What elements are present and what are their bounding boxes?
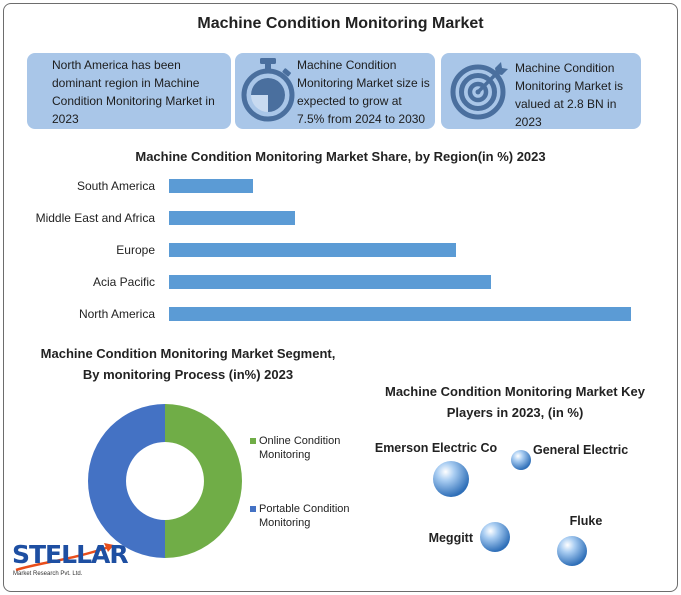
bar-category-label: South America xyxy=(77,179,155,193)
donut-chart-title: Machine Condition Monitoring Market Segm… xyxy=(40,346,336,382)
bar-mark xyxy=(169,211,295,225)
legend-label: Online Condition Monitoring xyxy=(259,435,341,461)
legend-swatch-online xyxy=(250,438,256,444)
info-card-text: Machine Condition Monitoring Market size… xyxy=(297,58,430,126)
region-bar-chart: South America Middle East and Africa Europ… xyxy=(36,179,631,321)
player-bubble xyxy=(433,461,469,497)
player-label: Fluke xyxy=(570,514,603,528)
logo-swoosh-icon xyxy=(15,543,114,572)
player-label: Meggitt xyxy=(429,531,474,545)
legend-swatch-portable xyxy=(250,506,256,512)
info-card-growth: Machine Condition Monitoring Market size… xyxy=(235,53,435,129)
bar-chart-title: Machine Condition Monitoring Market Shar… xyxy=(135,149,546,164)
player-label: General Electric xyxy=(533,443,628,457)
bar-mark xyxy=(169,243,456,257)
info-card-text: North America has been dominant region i… xyxy=(52,58,215,126)
player-bubble xyxy=(557,536,587,566)
key-players-title: Machine Condition Monitoring Market Key … xyxy=(384,384,645,420)
legend-label: Portable Condition Monitoring xyxy=(259,503,350,529)
logo-wordmark: STELLAR xyxy=(12,540,129,569)
stellar-logo: STELLAR Market Research Pvt. Ltd. xyxy=(12,540,129,586)
info-card-valuation: Machine Condition Monitoring Market is v… xyxy=(441,53,641,129)
stopwatch-icon xyxy=(241,58,295,122)
player-label: Emerson Electric Co xyxy=(375,441,498,455)
page-title: Machine Condition Monitoring Market xyxy=(197,15,484,32)
bar-mark xyxy=(169,179,253,193)
info-card-dominant-region: North America has been dominant region i… xyxy=(27,53,231,129)
bar-category-label: Middle East and Africa xyxy=(36,211,156,225)
bar-mark xyxy=(169,275,491,289)
key-players-bubble-chart: Emerson Electric Co General Electric Meggi… xyxy=(375,441,628,566)
donut-slice xyxy=(165,404,242,558)
logo-subtitle: Market Research Pvt. Ltd. xyxy=(13,571,83,577)
donut-slice xyxy=(88,404,165,558)
target-icon xyxy=(450,62,508,120)
player-bubble xyxy=(480,522,510,552)
segment-donut-chart xyxy=(88,404,242,558)
bar-category-label: North America xyxy=(79,307,155,321)
bar-mark xyxy=(169,307,631,321)
bar-category-label: Europe xyxy=(116,243,155,257)
bar-category-label: Acia Pacific xyxy=(93,275,155,289)
player-bubble xyxy=(511,450,531,470)
info-card-text: Machine Condition Monitoring Market is v… xyxy=(515,61,624,129)
